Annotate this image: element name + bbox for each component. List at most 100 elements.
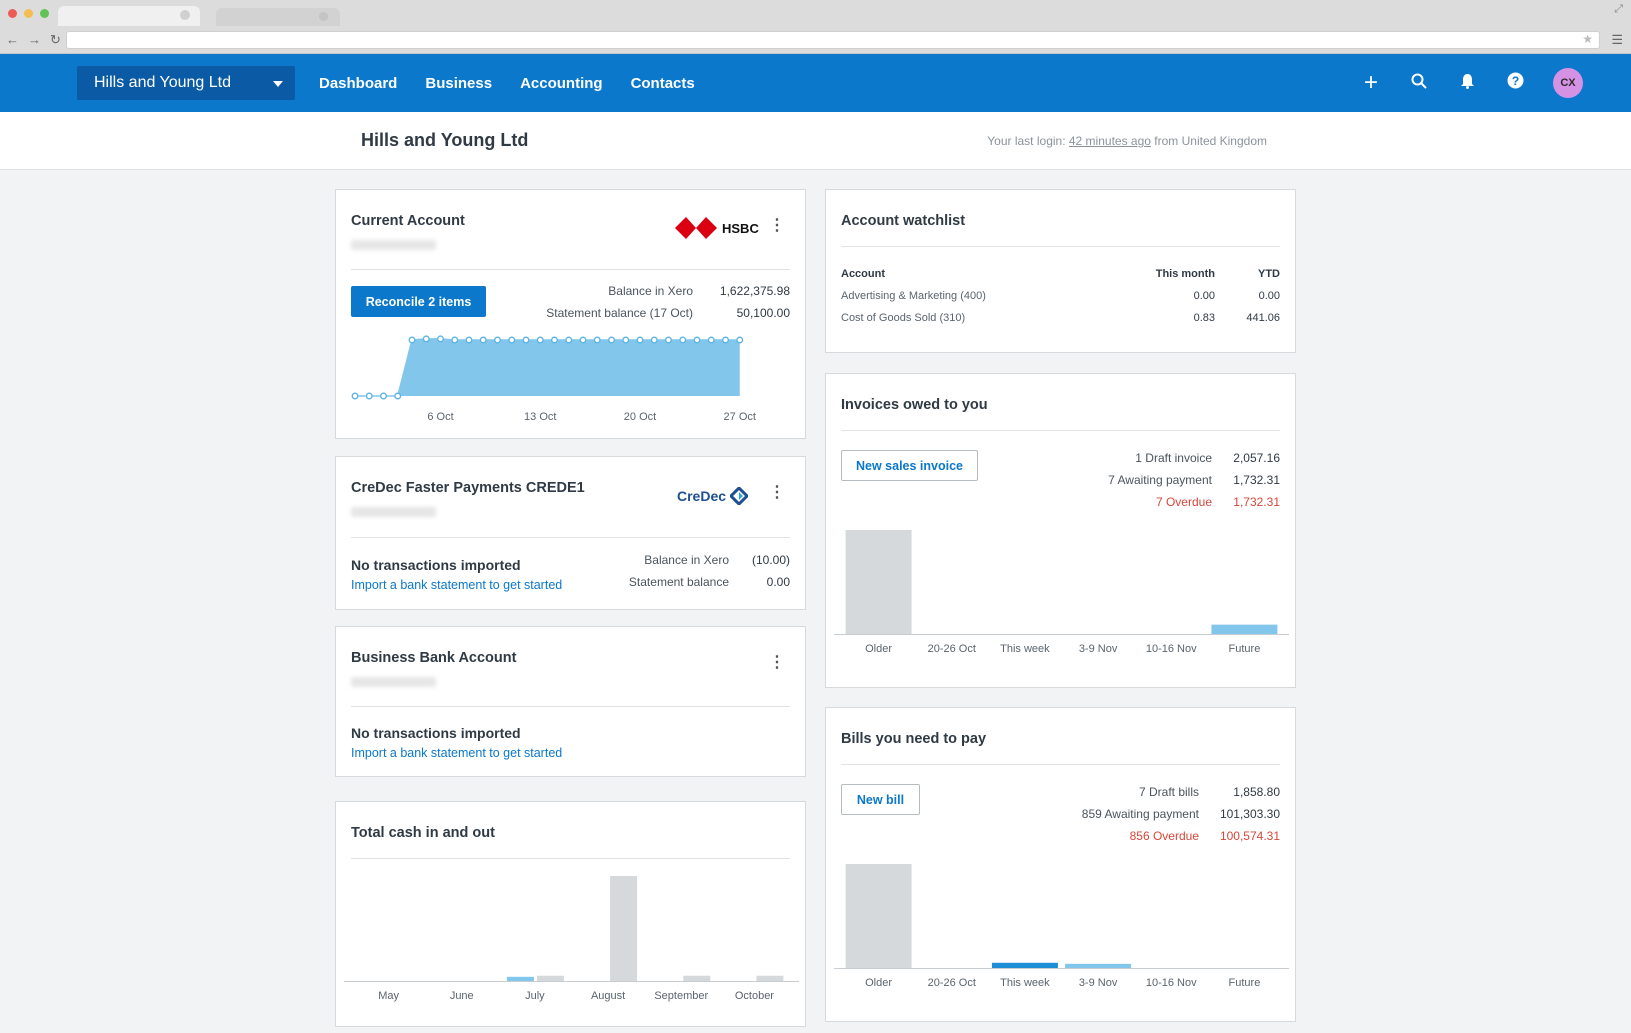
app-header: Hills and Young Ltd Dashboard Business A…: [0, 54, 1631, 112]
reload-icon[interactable]: ↻: [50, 32, 61, 47]
bills-to-pay-card: Bills you need to pay New bill 7 Draft b…: [825, 707, 1296, 1022]
data-point: [579, 336, 587, 344]
minimize-window-button[interactable]: [24, 9, 33, 18]
svg-text:?: ?: [1511, 74, 1518, 88]
divider: [351, 537, 790, 538]
main-nav: Dashboard Business Accounting Contacts: [319, 54, 695, 112]
col-this-month-header: This month: [1155, 268, 1215, 280]
x-tick-label: 20 Oct: [624, 411, 656, 423]
data-point: [365, 392, 373, 400]
last-login: Your last login: 42 minutes ago from Uni…: [987, 134, 1267, 148]
cash-in-out-chart: May June July August September October: [344, 876, 799, 1002]
invoices-chart: Older 20-26 Oct This week 3-9 Nov 10-16 Nov F…: [834, 530, 1289, 655]
bookmark-star-icon[interactable]: ★: [1582, 32, 1593, 46]
balance-line: [355, 338, 740, 397]
browser-tab[interactable]: [216, 8, 340, 26]
x-tick-label: 20-26 Oct: [928, 977, 976, 989]
reconcile-button[interactable]: Reconcile 2 items: [351, 286, 486, 317]
data-point: [508, 336, 516, 344]
x-tick-label: September: [654, 990, 708, 1002]
forward-icon[interactable]: →: [28, 32, 41, 47]
no-transactions-text: No transactions imported: [351, 557, 521, 573]
data-point: [380, 392, 387, 400]
import-statement-link[interactable]: Import a bank statement to get started: [351, 746, 563, 760]
account-number-blurred: [351, 507, 436, 517]
overdue-label[interactable]: 7 Overdue: [1155, 495, 1212, 509]
divider: [351, 858, 790, 859]
close-tab-icon[interactable]: [319, 12, 328, 21]
address-bar[interactable]: ★: [66, 31, 1600, 49]
nav-accounting[interactable]: Accounting: [520, 74, 603, 92]
nav-business[interactable]: Business: [425, 74, 493, 92]
draft-invoice-label[interactable]: 1 Draft invoice: [1135, 451, 1212, 465]
data-point: [693, 336, 701, 344]
browser-tab-active[interactable]: [58, 6, 200, 26]
divider: [841, 246, 1280, 247]
bills-title[interactable]: Bills you need to pay: [841, 731, 987, 747]
bar: [1211, 624, 1278, 634]
more-options-icon[interactable]: ⋮: [769, 217, 785, 234]
more-options-icon[interactable]: ⋮: [769, 484, 785, 501]
data-point: [650, 336, 658, 344]
credec-account-title[interactable]: CreDec Faster Payments CREDE1: [351, 480, 585, 496]
x-tick-label: October: [735, 990, 774, 1002]
data-point: [394, 392, 402, 400]
fullscreen-icon[interactable]: ⤢: [1614, 3, 1623, 15]
invoices-title[interactable]: Invoices owed to you: [841, 397, 988, 413]
col-ytd-header: YTD: [1258, 268, 1280, 280]
data-point: [437, 335, 444, 343]
bar: [991, 962, 1058, 968]
current-account-title[interactable]: Current Account: [351, 213, 465, 229]
help-icon[interactable]: ?: [1505, 72, 1525, 94]
account-name[interactable]: Cost of Goods Sold (310): [841, 312, 966, 324]
draft-bills-label[interactable]: 7 Draft bills: [1138, 785, 1199, 799]
data-point: [536, 336, 544, 344]
last-login-time-link[interactable]: 42 minutes ago: [1068, 134, 1151, 148]
bell-icon[interactable]: [1457, 73, 1477, 94]
browser-chrome: ← → ↻ ★ ☰ ⤢: [0, 0, 1631, 54]
add-icon[interactable]: +: [1363, 69, 1378, 96]
business-bank-title[interactable]: Business Bank Account: [351, 650, 517, 666]
x-tick-label: 13 Oct: [524, 411, 556, 423]
x-tick-label: Future: [1229, 977, 1261, 989]
org-switcher[interactable]: Hills and Young Ltd: [77, 66, 295, 100]
avatar[interactable]: CX: [1553, 68, 1583, 98]
data-point: [351, 392, 359, 400]
ytd-value: 441.06: [1246, 312, 1280, 324]
data-point: [679, 336, 687, 344]
hsbc-hexagon-icon: [675, 217, 717, 239]
last-login-prefix: Your last login:: [987, 134, 1069, 148]
nav-contacts[interactable]: Contacts: [630, 74, 695, 92]
nav-dashboard[interactable]: Dashboard: [319, 74, 398, 92]
close-tab-icon[interactable]: [180, 10, 190, 20]
search-icon[interactable]: [1409, 73, 1429, 94]
awaiting-payment-value: 101,303.30: [1219, 807, 1280, 821]
bar: [683, 975, 711, 981]
overdue-label[interactable]: 856 Overdue: [1129, 829, 1199, 843]
x-tick-label: 20-26 Oct: [928, 643, 976, 655]
statement-balance-label: Statement balance: [628, 575, 729, 589]
browser-menu-icon[interactable]: ☰: [1611, 32, 1623, 47]
more-options-icon[interactable]: ⋮: [769, 654, 785, 671]
maximize-window-button[interactable]: [40, 9, 49, 18]
ytd-value: 0.00: [1258, 290, 1280, 302]
new-sales-invoice-button[interactable]: New sales invoice: [841, 450, 978, 481]
awaiting-payment-label[interactable]: 7 Awaiting payment: [1108, 473, 1212, 487]
data-point: [665, 336, 672, 344]
close-window-button[interactable]: [8, 9, 17, 18]
bar: [845, 530, 912, 634]
x-tick-label: June: [450, 990, 474, 1002]
statement-balance-label: Statement balance (17 Oct): [546, 306, 693, 320]
awaiting-payment-label[interactable]: 859 Awaiting payment: [1081, 807, 1199, 821]
page-header: Hills and Young Ltd Your last login: 42 …: [0, 112, 1631, 170]
import-statement-link[interactable]: Import a bank statement to get started: [351, 578, 563, 592]
account-watchlist-card: Account watchlist Account This month YTD…: [825, 189, 1296, 353]
back-icon[interactable]: ←: [6, 32, 19, 47]
account-name[interactable]: Advertising & Marketing (400): [841, 290, 986, 302]
data-point: [522, 336, 530, 344]
new-bill-button[interactable]: New bill: [841, 784, 920, 815]
data-point: [551, 336, 558, 344]
x-tick-label: This week: [1000, 643, 1050, 655]
x-tick-label: July: [525, 990, 545, 1002]
bar: [1065, 963, 1132, 968]
